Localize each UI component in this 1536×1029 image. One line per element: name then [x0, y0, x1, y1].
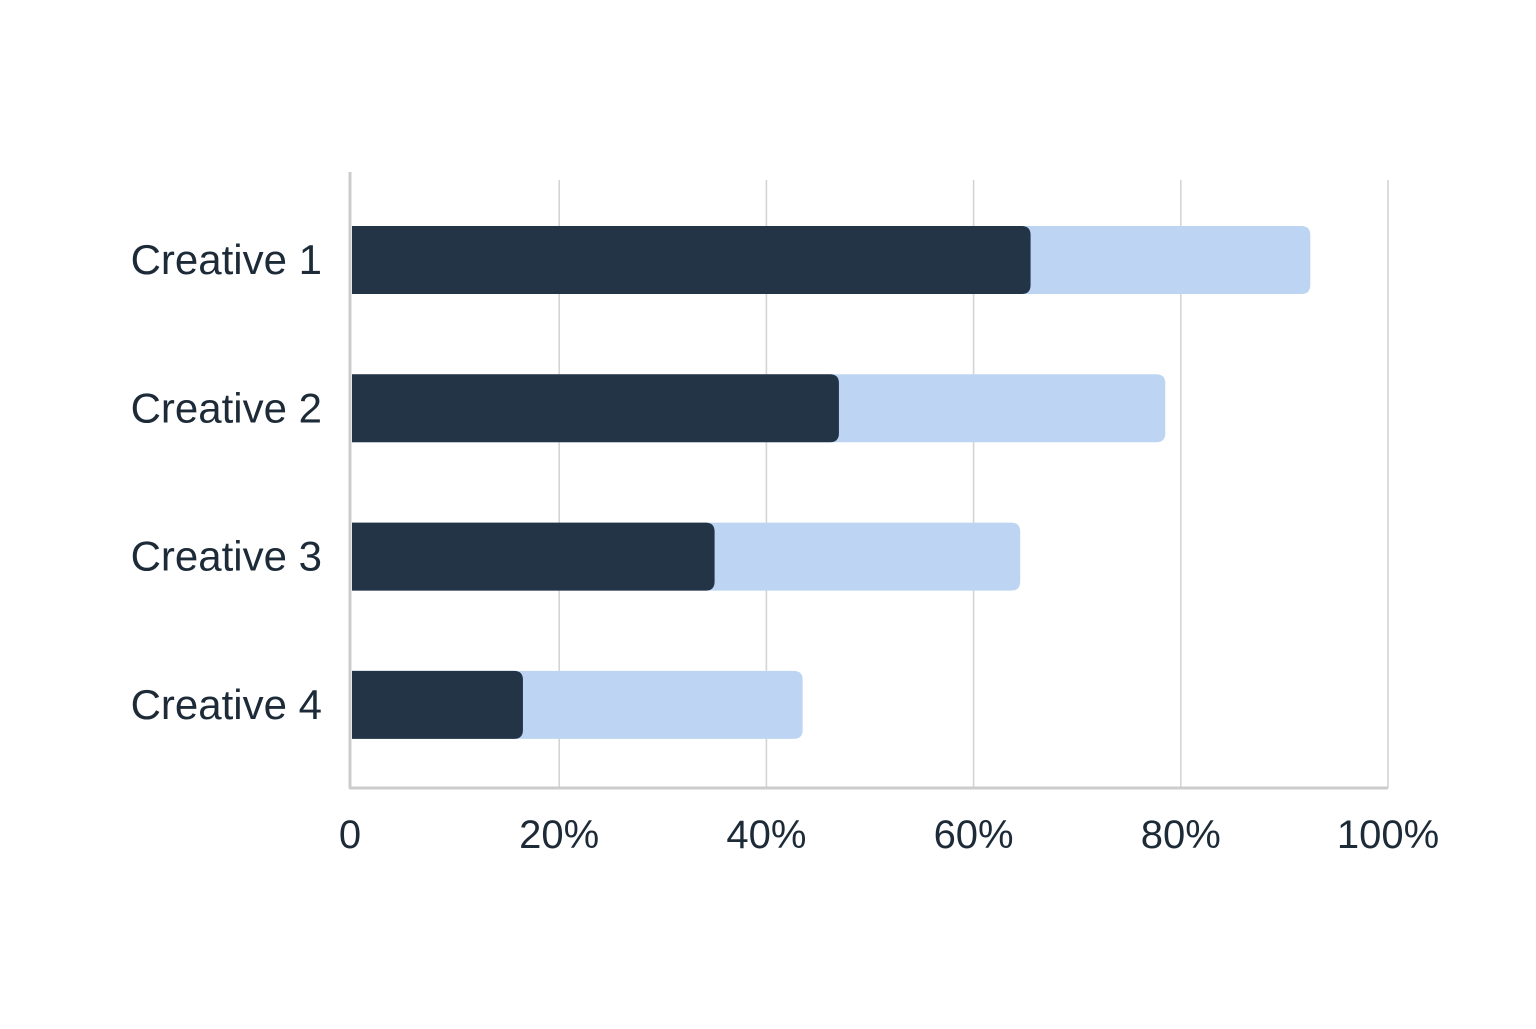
x-tick-label-60: 60% — [934, 813, 1014, 857]
axes — [348, 172, 1388, 790]
x-tick-label-100: 100% — [1337, 813, 1439, 857]
bar-dark-3 — [352, 522, 715, 591]
bar-dark-4 — [352, 670, 523, 739]
category-label-2: Creative 2 — [131, 384, 322, 431]
x-tick-label-40: 40% — [726, 813, 806, 857]
category-labels: Creative 1 Creative 2 Creative 3 Creative 4 — [131, 236, 322, 728]
x-tick-label-80: 80% — [1141, 813, 1221, 857]
category-label-3: Creative 3 — [131, 533, 322, 580]
x-tick-label-20: 20% — [519, 813, 599, 857]
tick-labels: 0 20% 40% 60% 80% 100% — [339, 813, 1439, 857]
category-label-4: Creative 4 — [131, 681, 322, 728]
x-tick-label-0: 0 — [339, 813, 361, 857]
bar-dark-2 — [352, 374, 839, 443]
category-label-1: Creative 1 — [131, 236, 322, 283]
bars — [352, 226, 1311, 739]
bar-dark-1 — [352, 226, 1031, 294]
